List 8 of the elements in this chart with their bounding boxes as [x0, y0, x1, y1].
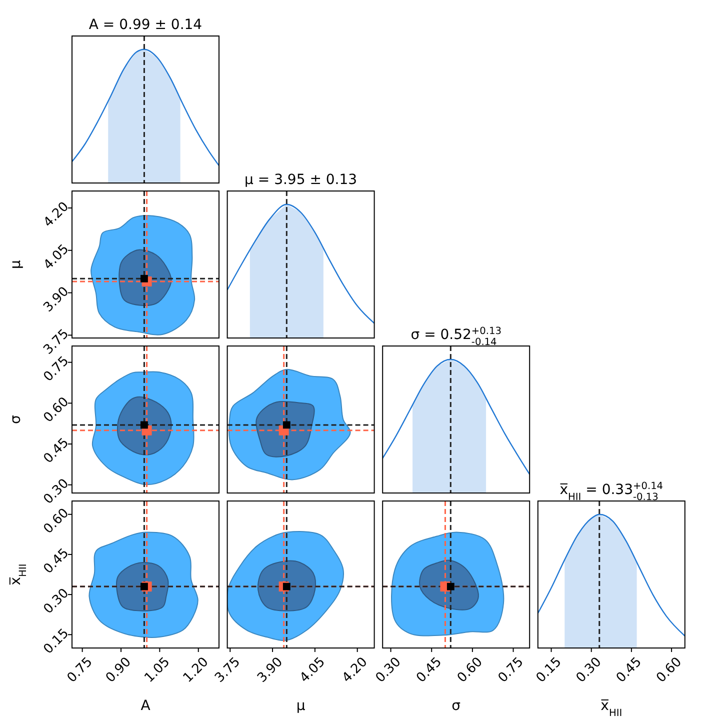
chart-title: μ = 3.95 ± 0.13: [244, 172, 358, 188]
x-axis-title: x̅$_{HII}$: [600, 698, 622, 718]
y-axis-title: μ: [8, 260, 24, 269]
y-axis-title: σ: [8, 414, 24, 424]
chart-title: A = 0.99 ± 0.14: [88, 17, 202, 33]
x-axis-title: σ: [452, 698, 461, 714]
x-axis-title: μ: [296, 698, 306, 714]
x-axis-title: A: [140, 698, 151, 714]
